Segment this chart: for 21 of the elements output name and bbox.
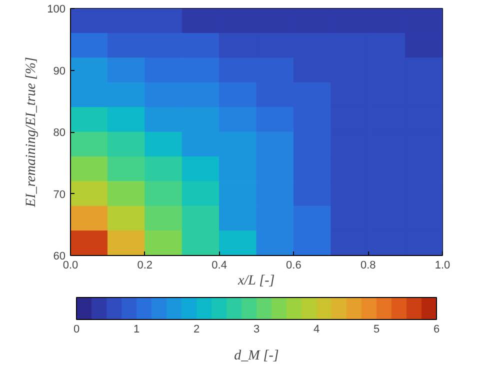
x-tick-label: 0.4 (212, 260, 227, 272)
color-bar-label: 0 (73, 324, 80, 336)
y-tick-label: 80 (53, 127, 66, 139)
x-tick-label: 0.8 (360, 260, 376, 272)
y-tick-label: 100 (47, 4, 66, 16)
color-bar-label: 4 (313, 324, 320, 336)
color-bar-label: 3 (253, 324, 260, 336)
x-tick-label: 0.6 (286, 260, 302, 272)
x-axis-title: x/L [-] (237, 274, 275, 288)
y-tick-label: 90 (53, 65, 66, 78)
x-tick-label: 0.2 (137, 260, 153, 272)
color-bar-label: 1 (133, 324, 140, 336)
x-tick-label: 1.0 (434, 260, 450, 272)
x-tick-label: 0.0 (62, 260, 78, 272)
color-bar-label: 6 (433, 324, 440, 336)
color-bar-title: d_M [-] (234, 348, 279, 364)
color-bar-label: 2 (193, 324, 200, 336)
y-tick-label: 60 (53, 250, 66, 262)
y-axis-title: EI_remaining/EI_true [%] (24, 57, 40, 208)
color-bar-label: 5 (373, 324, 380, 336)
y-tick-label: 70 (53, 188, 66, 201)
